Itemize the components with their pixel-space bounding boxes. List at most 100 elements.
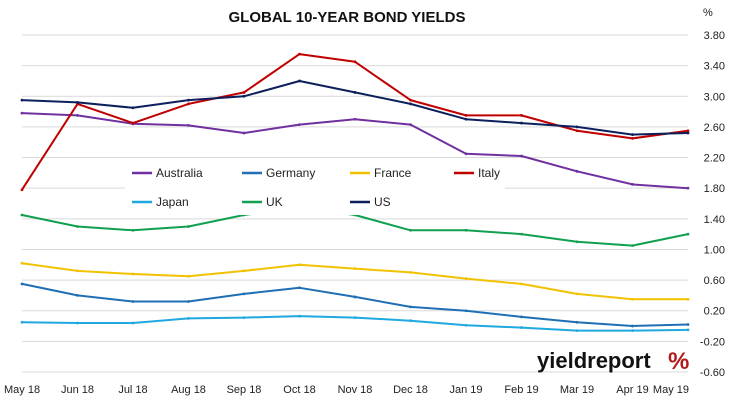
data-point-us bbox=[353, 91, 357, 94]
y-tick-label: 1.80 bbox=[704, 183, 725, 195]
x-tick-label: May 19 bbox=[653, 384, 689, 396]
legend-label-us: US bbox=[374, 195, 391, 209]
y-tick-label: 2.60 bbox=[704, 122, 725, 134]
y-tick-label: 0.60 bbox=[704, 275, 725, 287]
data-point-france bbox=[520, 282, 523, 286]
data-point-japan bbox=[242, 316, 246, 320]
data-point-australia bbox=[20, 111, 24, 115]
legend-label-australia: Australia bbox=[156, 166, 203, 180]
data-point-australia bbox=[298, 123, 301, 127]
data-point-france bbox=[20, 261, 24, 265]
y-unit-label: % bbox=[703, 7, 713, 19]
data-point-japan bbox=[464, 323, 468, 327]
legend-label-uk: UK bbox=[266, 195, 283, 209]
chart-title: GLOBAL 10-YEAR BOND YIELDS bbox=[229, 9, 466, 26]
data-point-australia bbox=[187, 123, 190, 127]
data-point-japan bbox=[131, 321, 135, 325]
data-point-us bbox=[131, 106, 135, 110]
data-point-us bbox=[631, 133, 634, 136]
y-tick-label: -0.20 bbox=[700, 336, 725, 348]
data-point-uk bbox=[20, 213, 24, 217]
data-point-germany bbox=[409, 305, 412, 309]
data-point-uk bbox=[131, 228, 135, 232]
data-point-us bbox=[686, 131, 690, 135]
data-point-germany bbox=[520, 315, 523, 319]
data-point-us bbox=[20, 98, 24, 102]
brand-text: yieldreport bbox=[537, 348, 651, 373]
data-point-france bbox=[409, 271, 412, 274]
data-point-italy bbox=[464, 114, 468, 117]
data-point-germany bbox=[187, 300, 190, 303]
data-point-us bbox=[187, 98, 190, 102]
data-point-italy bbox=[409, 98, 412, 102]
y-tick-label: 3.80 bbox=[704, 30, 725, 42]
legend-label-japan: Japan bbox=[156, 195, 189, 209]
data-point-australia bbox=[464, 152, 468, 156]
data-point-italy bbox=[242, 91, 246, 94]
y-tick-label: 1.40 bbox=[704, 214, 725, 226]
data-point-italy bbox=[298, 52, 301, 56]
data-point-uk bbox=[409, 228, 412, 232]
data-point-italy bbox=[131, 121, 135, 125]
data-point-italy bbox=[353, 60, 357, 64]
data-point-italy bbox=[686, 129, 690, 133]
legend: Australia Germany France Italy Japan UK US bbox=[125, 160, 505, 215]
data-point-uk bbox=[686, 232, 690, 236]
x-tick-label: Jan 19 bbox=[449, 384, 482, 396]
y-tick-label: 0.20 bbox=[704, 306, 725, 318]
data-point-japan bbox=[76, 321, 79, 325]
y-tick-label: 3.40 bbox=[704, 61, 725, 73]
data-point-france bbox=[631, 297, 634, 301]
data-point-japan bbox=[686, 328, 690, 332]
x-tick-label: Sep 18 bbox=[227, 384, 262, 396]
data-point-australia bbox=[520, 154, 523, 158]
brand-logo: yieldreport % bbox=[537, 348, 689, 375]
data-point-germany bbox=[353, 295, 357, 299]
data-point-germany bbox=[631, 324, 634, 328]
data-point-france bbox=[76, 269, 79, 273]
x-tick-label: Feb 19 bbox=[504, 384, 538, 396]
data-point-germany bbox=[131, 300, 135, 303]
data-point-france bbox=[187, 274, 190, 278]
data-point-france bbox=[575, 292, 579, 296]
data-point-france bbox=[353, 267, 357, 271]
data-point-japan bbox=[520, 326, 523, 329]
data-point-germany bbox=[298, 286, 301, 290]
data-point-germany bbox=[242, 292, 246, 296]
data-point-uk bbox=[187, 225, 190, 228]
data-point-france bbox=[464, 277, 468, 280]
data-point-japan bbox=[353, 316, 357, 320]
data-point-france bbox=[131, 272, 135, 276]
data-point-germany bbox=[686, 323, 690, 326]
series-lines bbox=[20, 52, 690, 333]
x-tick-label: Nov 18 bbox=[338, 384, 373, 396]
data-point-uk bbox=[520, 232, 523, 236]
data-point-germany bbox=[464, 309, 468, 313]
y-tick-label: 1.00 bbox=[704, 244, 725, 256]
legend-label-germany: Germany bbox=[266, 166, 315, 180]
brand-percent-icon: % bbox=[668, 348, 689, 375]
data-point-japan bbox=[409, 319, 412, 323]
data-point-uk bbox=[631, 244, 634, 248]
data-point-france bbox=[298, 263, 301, 267]
data-point-uk bbox=[575, 240, 579, 244]
x-tick-label: Aug 18 bbox=[171, 384, 206, 396]
data-point-france bbox=[686, 297, 690, 301]
x-tick-label: Dec 18 bbox=[393, 384, 428, 396]
data-point-us bbox=[464, 117, 468, 121]
series-line-germany bbox=[21, 282, 689, 327]
data-point-japan bbox=[187, 316, 190, 320]
data-point-australia bbox=[409, 123, 412, 127]
y-axis: 3.80 3.40 3.00 2.60 2.20 1.80 1.40 1.00 0.60 0.20… bbox=[700, 30, 725, 379]
data-point-us bbox=[298, 79, 301, 83]
data-point-us bbox=[76, 101, 79, 104]
data-point-italy bbox=[631, 136, 634, 140]
y-tick-label: 2.20 bbox=[704, 153, 725, 165]
data-point-germany bbox=[20, 282, 24, 286]
data-point-japan bbox=[575, 329, 579, 333]
data-point-australia bbox=[76, 114, 79, 117]
data-point-australia bbox=[575, 169, 579, 173]
data-point-japan bbox=[631, 329, 634, 333]
